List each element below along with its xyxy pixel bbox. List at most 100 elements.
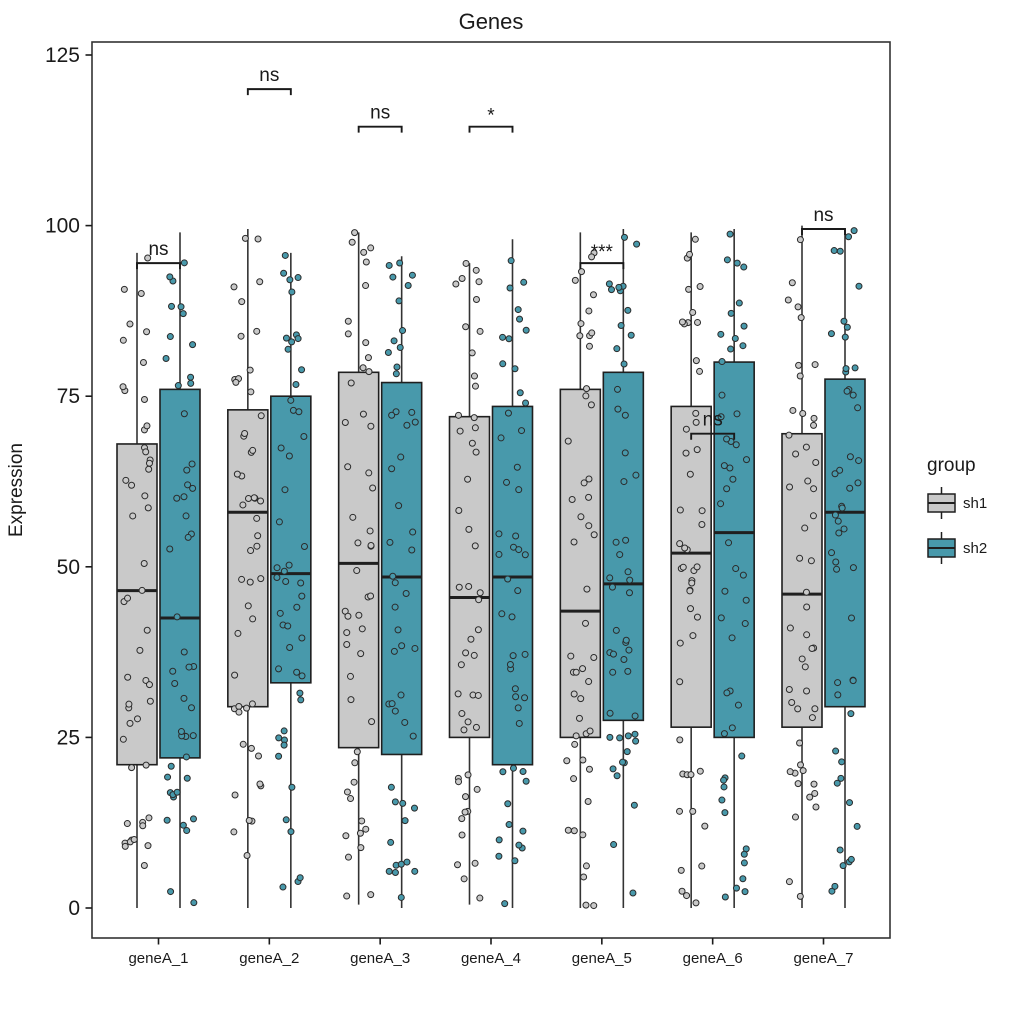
data-point <box>808 714 816 722</box>
data-point <box>620 360 628 368</box>
data-point <box>721 587 729 595</box>
significance-bracket <box>801 228 846 236</box>
data-point <box>578 268 586 276</box>
data-point <box>391 869 399 877</box>
data-point <box>390 647 398 655</box>
data-point <box>827 330 835 338</box>
data-point <box>698 521 706 529</box>
data-point <box>346 672 354 680</box>
data-point <box>799 410 807 418</box>
data-point <box>623 748 631 756</box>
data-point <box>247 547 255 555</box>
data-point <box>282 578 290 586</box>
data-point <box>627 331 635 339</box>
data-point <box>119 735 127 743</box>
data-point <box>385 261 393 269</box>
data-point <box>575 714 583 722</box>
y-tick-label: 0 <box>68 897 80 920</box>
data-point <box>344 317 352 325</box>
data-point <box>513 463 521 471</box>
data-point <box>169 667 177 675</box>
data-point <box>854 479 862 487</box>
data-point <box>843 387 851 395</box>
significance-label: ns <box>148 239 168 260</box>
data-point <box>796 236 804 244</box>
data-point <box>189 732 197 740</box>
data-point <box>585 493 593 501</box>
data-point <box>739 342 747 350</box>
data-point <box>515 841 523 849</box>
data-point <box>809 512 817 520</box>
data-point <box>475 278 483 286</box>
data-point <box>353 567 361 575</box>
data-point <box>846 453 854 461</box>
data-point <box>585 765 593 773</box>
data-point <box>464 771 472 779</box>
data-point <box>275 734 283 742</box>
boxplot-geneA_2-sh2 <box>270 252 312 908</box>
data-point <box>834 517 842 525</box>
significance-geneA_4: * <box>468 106 514 133</box>
data-point <box>720 783 728 791</box>
jitter-points-layer <box>119 227 863 910</box>
data-point <box>727 309 735 317</box>
data-point <box>344 463 352 471</box>
data-point <box>810 780 818 788</box>
data-point <box>727 345 735 353</box>
boxplot-geneA_7-sh1 <box>781 225 823 908</box>
data-point <box>515 719 523 727</box>
data-point <box>798 655 806 663</box>
data-point <box>612 538 620 546</box>
data-point <box>461 808 469 816</box>
data-point <box>786 768 794 776</box>
data-point <box>286 276 294 284</box>
data-point <box>582 392 590 400</box>
data-point <box>182 753 190 761</box>
data-point <box>849 564 857 572</box>
legend-label: sh2 <box>963 540 987 557</box>
data-point <box>180 694 188 702</box>
data-point <box>244 602 252 610</box>
data-point <box>676 678 684 686</box>
data-point <box>579 831 587 839</box>
data-point <box>287 828 295 836</box>
data-point <box>692 899 700 907</box>
data-point <box>613 345 621 353</box>
data-point <box>677 866 685 874</box>
data-point <box>190 899 198 907</box>
data-point <box>133 715 141 723</box>
data-point <box>514 704 522 712</box>
data-point <box>585 678 593 686</box>
data-point <box>694 318 702 326</box>
data-point <box>140 559 148 567</box>
data-point <box>632 471 640 479</box>
data-point <box>788 699 796 707</box>
data-point <box>806 793 814 801</box>
data-point <box>369 484 377 492</box>
data-point <box>803 603 811 611</box>
data-point <box>411 867 419 875</box>
data-point <box>796 892 804 900</box>
significance-label: ns <box>813 205 833 226</box>
data-point <box>142 761 150 769</box>
data-point <box>631 712 639 720</box>
data-point <box>296 689 304 697</box>
data-point <box>617 322 625 330</box>
data-point <box>795 361 803 369</box>
data-point <box>847 710 855 718</box>
data-point <box>836 846 844 854</box>
data-point <box>343 788 351 796</box>
data-point <box>470 414 478 422</box>
data-point <box>514 306 522 314</box>
data-point <box>570 775 578 783</box>
data-point <box>162 355 170 363</box>
data-point <box>693 613 701 621</box>
boxplot-geneA_6-sh1 <box>670 232 712 908</box>
data-point <box>140 862 148 870</box>
data-point <box>587 401 595 409</box>
boxplot-geneA_3-sh1 <box>337 232 380 905</box>
data-point <box>792 450 800 458</box>
axes-layer: 0 25 50 75 100 125 geneA_1 geneA_2 geneA_3 geneA_… <box>45 41 891 967</box>
data-point <box>395 502 403 510</box>
